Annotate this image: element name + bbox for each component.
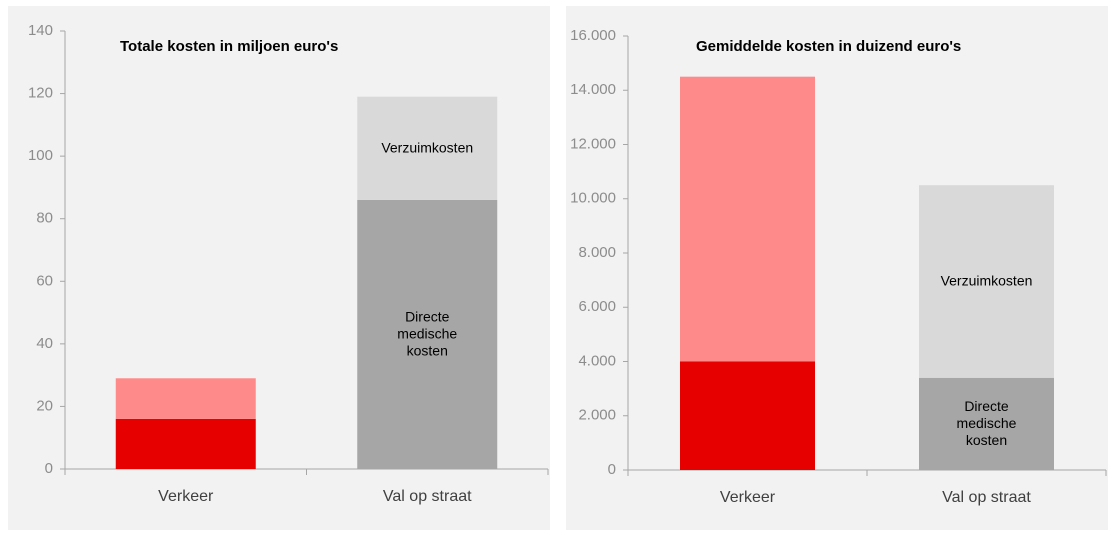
y-tick-label: 20 — [36, 397, 53, 414]
y-tick-label: 100 — [28, 147, 53, 164]
y-tick-label: 0 — [608, 461, 616, 478]
segment-label-line: medische — [397, 325, 457, 341]
x-tick-label: Verkeer — [720, 489, 776, 506]
x-tick-label: Val op straat — [383, 488, 472, 505]
segment-label-line: medische — [957, 415, 1017, 431]
segment-label: Directe medische kosten — [397, 308, 457, 358]
segment-label-line: Directe — [405, 308, 450, 324]
bar-segment — [680, 361, 815, 470]
bar-segment — [115, 418, 256, 469]
y-tick-label: 40 — [36, 335, 53, 352]
y-tick-label: 8.000 — [578, 244, 616, 261]
bar-segment — [357, 96, 498, 200]
y-tick-label: 120 — [28, 85, 53, 102]
y-tick-label: 60 — [36, 272, 53, 289]
segment-label-line: Directe — [964, 398, 1009, 414]
y-tick-label: 12.000 — [570, 135, 616, 152]
y-tick-label: 0 — [45, 460, 53, 477]
y-tick-label: 140 — [28, 22, 53, 39]
segment-label-line: Verzuimkosten — [941, 272, 1033, 288]
y-tick-label: 16.000 — [570, 27, 616, 44]
bar-segment — [919, 185, 1054, 378]
segment-label-line: kosten — [966, 432, 1007, 448]
y-tick-label: 6.000 — [578, 298, 616, 315]
y-tick-label: 4.000 — [578, 352, 616, 369]
segment-label-line: Verzuimkosten — [381, 139, 473, 155]
segment-label: Verzuimkosten — [941, 272, 1033, 288]
y-tick-label: 14.000 — [570, 81, 616, 98]
chart-title: Totale kosten in miljoen euro's — [120, 38, 338, 55]
segment-label: Directe medische kosten — [957, 398, 1017, 448]
chart-title: Gemiddelde kosten in duizend euro's — [696, 38, 961, 55]
y-tick-label: 80 — [36, 210, 53, 227]
bar-segment — [919, 377, 1054, 470]
x-tick-label: Val op straat — [942, 489, 1031, 506]
segment-label-line: kosten — [407, 342, 448, 358]
bar-segment — [680, 76, 815, 362]
y-tick-label: 2.000 — [578, 407, 616, 424]
bar-segment — [357, 199, 498, 469]
x-tick-label: Verkeer — [158, 488, 214, 505]
segment-label: Verzuimkosten — [381, 139, 473, 155]
y-tick-label: 10.000 — [570, 190, 616, 207]
bar-segment — [115, 378, 256, 419]
